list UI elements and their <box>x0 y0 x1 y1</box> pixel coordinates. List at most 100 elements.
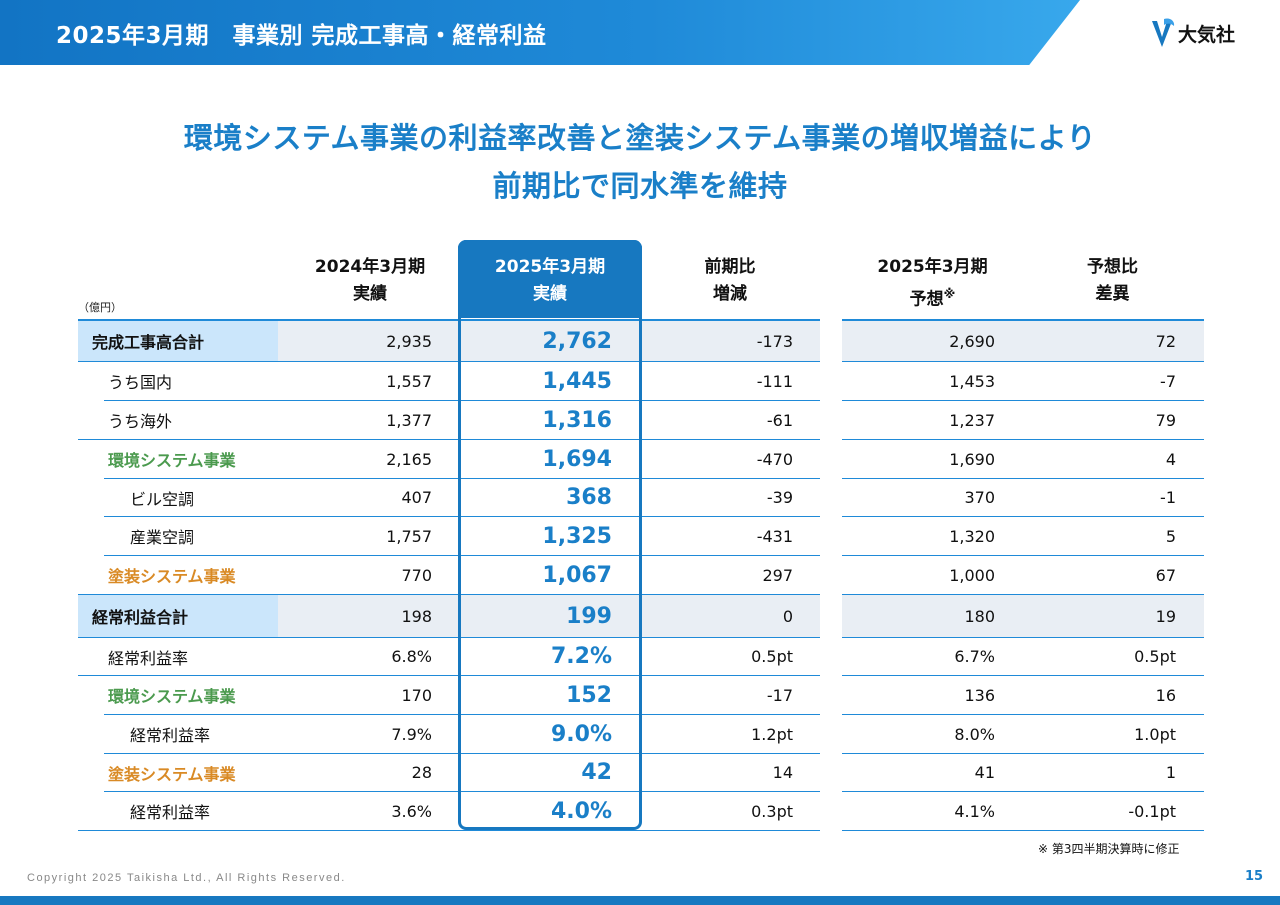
company-logo: 大気社 <box>1150 16 1235 50</box>
value-cell-bg <box>278 321 820 361</box>
table-row-forecast: 2,690 72 <box>842 321 1204 362</box>
table-row: 完成工事高合計 2,935 2,762 -173 <box>78 321 820 362</box>
column-header-2025-forecast: 2025年3月期 予想※ <box>877 257 988 310</box>
table-row-forecast: 4.1% -0.1pt <box>842 792 1204 831</box>
table-row-forecast: 6.7% 0.5pt <box>842 638 1204 676</box>
value-2025-actual: 1,325 <box>542 523 612 549</box>
value-forecast-diff: 4 <box>1165 449 1176 469</box>
value-forecast-diff: 72 <box>1155 331 1176 351</box>
row-label: 塗装システム事業 <box>108 567 236 586</box>
value-forecast-diff: -0.1pt <box>1128 801 1176 821</box>
row-label: 完成工事高合計 <box>92 333 205 352</box>
value-forecast-diff: 1.0pt <box>1134 724 1176 744</box>
value-forecast-diff: 1 <box>1165 763 1176 782</box>
value-2025-actual: 4.0% <box>550 798 612 824</box>
table-row-forecast: 8.0% 1.0pt <box>842 715 1204 754</box>
value-2024-actual: 7.9% <box>391 724 432 744</box>
value-2025-actual: 1,316 <box>542 407 612 433</box>
table-row: うち国内 1,557 1,445 -111 <box>104 362 820 401</box>
page-title: 2025年3月期 事業別 完成工事高・経常利益 <box>56 23 547 49</box>
value-2025-actual: 42 <box>581 760 612 785</box>
table-row-forecast: 1,320 5 <box>842 517 1204 556</box>
value-2025-actual: 1,445 <box>542 368 612 394</box>
value-yoy-change: -431 <box>756 526 793 546</box>
value-cell-bg <box>278 595 820 637</box>
value-2025-forecast: 4.1% <box>954 801 995 821</box>
forecast-note-mark: ※ <box>943 287 956 301</box>
value-forecast-diff: -7 <box>1160 371 1176 391</box>
forecast-footnote: ※ 第3四半期決算時に修正 <box>1038 842 1180 856</box>
row-label: 経常利益合計 <box>92 608 189 627</box>
table-row-forecast: 1,000 67 <box>842 556 1204 595</box>
value-2025-actual: 1,067 <box>542 562 612 588</box>
value-yoy-change: -173 <box>756 331 793 351</box>
value-yoy-change: 0.3pt <box>751 801 793 821</box>
value-2025-actual: 1,694 <box>542 446 612 472</box>
row-label: うち国内 <box>108 373 173 392</box>
value-2024-actual: 2,165 <box>386 449 432 469</box>
footer-bar <box>0 896 1280 905</box>
value-2025-forecast: 1,320 <box>949 526 995 546</box>
value-2024-actual: 28 <box>411 763 432 782</box>
table-row-forecast: 1,453 -7 <box>842 362 1204 401</box>
table-top-rule-forecast <box>842 319 1204 321</box>
table-row: 経常利益率 7.9% 9.0% 1.2pt <box>104 715 820 754</box>
value-yoy-change: -17 <box>766 685 793 705</box>
value-yoy-change: 0.5pt <box>751 647 793 666</box>
value-2025-forecast: 1,690 <box>949 449 995 469</box>
table-row: ビル空調 407 368 -39 <box>104 479 820 517</box>
label-cell-bg <box>78 595 278 637</box>
value-2025-actual: 368 <box>566 485 612 510</box>
value-2024-actual: 6.8% <box>391 647 432 666</box>
value-2025-actual: 2,762 <box>542 328 612 354</box>
column-header-2025-actual: 2025年3月期 実績 <box>494 257 606 304</box>
value-2025-forecast: 1,237 <box>949 410 995 430</box>
value-yoy-change: 297 <box>762 565 793 585</box>
table-row: 経常利益率 6.8% 7.2% 0.5pt <box>78 638 820 676</box>
column-header-forecast-diff: 予想比 差異 <box>1087 257 1138 304</box>
table-row: 産業空調 1,757 1,325 -431 <box>104 517 820 556</box>
page-number: 15 <box>1245 869 1264 884</box>
row-label: 塗装システム事業 <box>108 764 236 784</box>
copyright: Copyright 2025 Taikisha Ltd., All Rights… <box>27 872 346 884</box>
value-2025-forecast: 1,453 <box>949 371 995 391</box>
value-2025-forecast: 41 <box>974 763 995 782</box>
table-row-forecast: 1,690 4 <box>842 440 1204 479</box>
row-label: うち海外 <box>108 412 173 431</box>
row-label: ビル空調 <box>130 489 195 509</box>
column-header-2024-actual: 2024年3月期 実績 <box>314 257 426 304</box>
value-2025-forecast: 6.7% <box>954 647 995 666</box>
row-label: 経常利益率 <box>108 648 189 668</box>
value-2024-actual: 170 <box>401 685 432 705</box>
headline-line-1: 環境システム事業の利益率改善と塗装システム事業の増収増益により <box>183 121 1097 155</box>
table-row-forecast: 180 19 <box>842 595 1204 638</box>
value-2024-actual: 1,377 <box>386 410 432 430</box>
table-row-forecast: 41 1 <box>842 754 1204 792</box>
value-yoy-change: -111 <box>756 371 793 391</box>
logo-mark-icon <box>1152 18 1175 47</box>
value-yoy-change: 1.2pt <box>751 724 793 744</box>
headline-line-2: 前期比で同水準を維持 <box>492 169 788 203</box>
table-row: 環境システム事業 170 152 -17 <box>104 676 820 715</box>
value-2025-actual: 199 <box>566 603 612 629</box>
value-2025-actual: 9.0% <box>550 721 612 747</box>
value-yoy-change: -470 <box>756 449 793 469</box>
value-forecast-diff: 0.5pt <box>1134 647 1176 666</box>
value-yoy-change: -39 <box>766 488 793 507</box>
value-forecast-diff: 16 <box>1155 685 1176 705</box>
label-cell-bg <box>78 321 278 361</box>
value-2025-forecast: 8.0% <box>954 724 995 744</box>
unit-label: （億円） <box>78 301 122 314</box>
header-band <box>0 0 1080 65</box>
logo-text: 大気社 <box>1178 23 1236 46</box>
table-row: うち海外 1,377 1,316 -61 <box>78 401 820 440</box>
value-2025-forecast: 180 <box>964 606 995 626</box>
row-label: 経常利益率 <box>130 803 211 822</box>
value-2025-forecast: 136 <box>964 685 995 705</box>
highlight-column-header-bg <box>458 240 642 318</box>
table-row-forecast: 1,237 79 <box>842 401 1204 440</box>
value-2024-actual: 1,757 <box>386 526 432 546</box>
value-2024-actual: 198 <box>401 606 432 626</box>
row-label: 産業空調 <box>130 528 195 547</box>
table-top-rule <box>78 319 820 321</box>
